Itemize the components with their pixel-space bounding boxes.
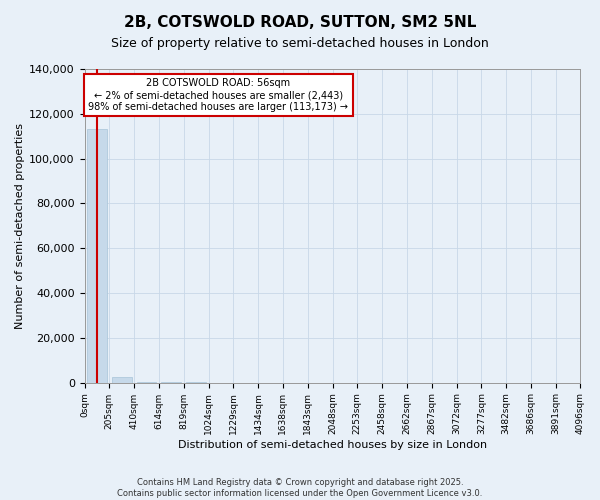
X-axis label: Distribution of semi-detached houses by size in London: Distribution of semi-detached houses by … <box>178 440 487 450</box>
Text: Size of property relative to semi-detached houses in London: Size of property relative to semi-detach… <box>111 38 489 51</box>
Text: 2B, COTSWOLD ROAD, SUTTON, SM2 5NL: 2B, COTSWOLD ROAD, SUTTON, SM2 5NL <box>124 15 476 30</box>
Bar <box>87 129 107 382</box>
Text: 2B COTSWOLD ROAD: 56sqm
← 2% of semi-detached houses are smaller (2,443)
98% of : 2B COTSWOLD ROAD: 56sqm ← 2% of semi-det… <box>88 78 349 112</box>
Bar <box>112 377 131 382</box>
Y-axis label: Number of semi-detached properties: Number of semi-detached properties <box>15 123 25 329</box>
Text: Contains HM Land Registry data © Crown copyright and database right 2025.
Contai: Contains HM Land Registry data © Crown c… <box>118 478 482 498</box>
